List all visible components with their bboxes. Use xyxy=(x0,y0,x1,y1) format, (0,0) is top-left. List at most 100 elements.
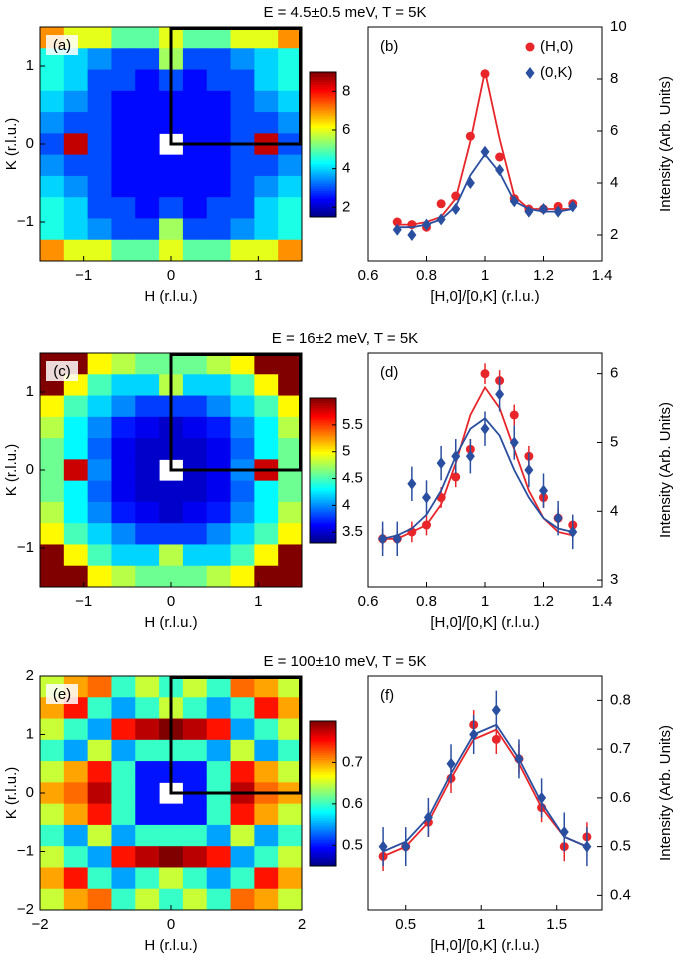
colorbar-swatch xyxy=(310,766,336,770)
heatmap-cell xyxy=(111,676,136,698)
heatmap-cell xyxy=(182,90,208,113)
colorbar-swatch xyxy=(310,853,336,857)
y-tick-label: 0 xyxy=(26,784,34,801)
heatmap-cell xyxy=(230,846,255,868)
heatmap-cell xyxy=(182,480,208,503)
colorbar-swatch xyxy=(310,146,336,150)
colorbar-swatch xyxy=(310,127,336,131)
heatmap-cell xyxy=(135,718,160,741)
colorbar-swatch xyxy=(310,110,336,114)
heatmap-cell xyxy=(135,739,160,762)
heatmap-cell xyxy=(111,218,136,241)
heatmap-cell xyxy=(135,888,160,911)
y-axis-label: K (r.l.u.) xyxy=(3,444,20,497)
heatmap-cell xyxy=(111,718,136,741)
colorbar-swatch xyxy=(310,463,336,467)
heatmap-cell xyxy=(206,416,232,439)
panel-label: (d) xyxy=(380,364,398,381)
data-point xyxy=(480,145,490,158)
heatmap-cell xyxy=(87,523,112,545)
heatmap-cell xyxy=(278,718,303,741)
heatmap-cell xyxy=(230,239,255,262)
colorbar-swatch xyxy=(310,735,336,739)
heatmap-cell xyxy=(63,395,89,418)
colorbar-swatch xyxy=(310,844,336,848)
heatmap-cell xyxy=(111,888,136,911)
colorbar-swatch xyxy=(310,774,336,778)
colorbar-swatch xyxy=(310,209,336,213)
colorbar-tick-label: 4.5 xyxy=(342,470,363,487)
heatmap-cell xyxy=(206,676,232,698)
colorbar-swatch xyxy=(310,163,336,167)
heatmap-cell xyxy=(87,218,112,241)
heatmap-cell xyxy=(254,718,279,741)
heatmap-cell xyxy=(182,112,208,134)
heatmap-cell xyxy=(182,395,208,418)
heatmap-cell xyxy=(111,90,136,113)
heatmap-cell xyxy=(278,90,303,113)
heatmap-cell xyxy=(230,374,255,397)
colorbar-swatch xyxy=(310,436,336,440)
heatmap-cell xyxy=(87,27,112,49)
heatmap-cell xyxy=(111,565,136,588)
colorbar-swatch xyxy=(310,723,336,727)
colorbar-swatch xyxy=(310,815,336,819)
heatmap-cell xyxy=(182,48,208,71)
heatmap-cell xyxy=(230,480,255,503)
colorbar-swatch xyxy=(310,509,336,513)
heatmap-cell xyxy=(40,501,65,524)
data-point xyxy=(509,410,519,420)
data-point xyxy=(392,532,402,545)
heatmap-cell xyxy=(206,69,232,92)
colorbar-swatch xyxy=(310,728,336,732)
heatmap-cell xyxy=(40,112,65,134)
heatmap-cell xyxy=(182,218,208,241)
colorbar-swatch xyxy=(310,861,336,865)
data-point xyxy=(495,152,505,162)
heatmap-cell xyxy=(254,395,279,418)
colorbar-swatch xyxy=(310,427,336,430)
heatmap-cell xyxy=(254,544,279,567)
heatmap-cell xyxy=(135,523,160,545)
colorbar-swatch xyxy=(310,183,336,187)
heatmap-cell xyxy=(278,697,303,720)
heatmap-cell xyxy=(87,353,112,375)
heatmap-cell xyxy=(63,459,89,482)
colorbar-swatch xyxy=(310,494,336,498)
heatmap-cell xyxy=(135,676,160,698)
heatmap-cell xyxy=(135,416,160,439)
colorbar-swatch xyxy=(310,429,336,433)
colorbar-swatch xyxy=(310,810,336,814)
y-tick-label: 2 xyxy=(610,226,618,243)
fit-line xyxy=(382,728,588,858)
colorbar-swatch xyxy=(310,405,336,409)
heatmap-cell xyxy=(111,175,136,198)
heatmap-cell xyxy=(111,374,136,397)
heatmap-cell xyxy=(63,197,89,219)
colorbar-swatch xyxy=(310,458,336,462)
heatmap-cell xyxy=(87,459,112,482)
heatmap-cell xyxy=(63,718,89,741)
heatmap-cell xyxy=(40,739,65,762)
y-axis-label: K (r.l.u.) xyxy=(3,118,20,171)
data-point xyxy=(495,164,505,176)
heatmap-cell xyxy=(206,395,232,418)
colorbar-swatch xyxy=(310,841,336,845)
heatmap-cell xyxy=(135,197,160,219)
heatmap-cell xyxy=(135,480,160,503)
highlight-box xyxy=(169,676,302,795)
y-axis-label: Intensity (Arb. Units) xyxy=(657,725,674,861)
heatmap-cell xyxy=(230,676,255,698)
heatmap-cell xyxy=(159,846,184,868)
data-point xyxy=(524,464,534,476)
heatmap-cell xyxy=(40,846,65,868)
heatmap-cell xyxy=(159,175,184,198)
heatmap-cell xyxy=(206,218,232,241)
colorbar-swatch xyxy=(310,538,336,542)
heatmap-cell xyxy=(230,112,255,134)
colorbar-swatch xyxy=(310,93,336,97)
data-point xyxy=(465,177,475,189)
heatmap-cell xyxy=(254,197,279,219)
heatmap-cell xyxy=(278,69,303,92)
data-point xyxy=(423,811,433,824)
